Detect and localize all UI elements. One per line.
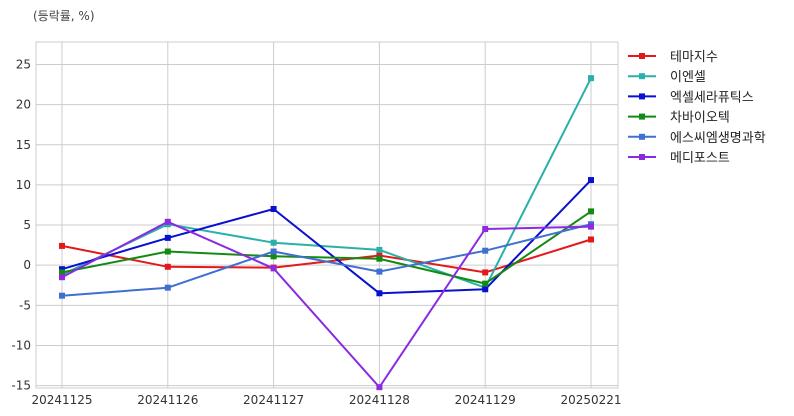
x-tick-label: 20241129 — [455, 393, 516, 407]
x-tick-label: 20250221 — [560, 393, 621, 407]
data-point — [164, 248, 171, 255]
legend-label: 차바이오텍 — [670, 111, 730, 126]
y-tick-label: 0 — [23, 258, 31, 272]
series-4 — [59, 208, 594, 287]
data-point — [59, 274, 65, 281]
x-tick-label: 20241127 — [243, 393, 304, 407]
data-point — [482, 286, 489, 293]
series-line — [61, 210, 592, 285]
data-point — [482, 269, 489, 276]
x-tick-label: 20241125 — [31, 393, 92, 407]
legend-label: 에스씨엠생명과학 — [670, 131, 766, 146]
data-point — [270, 239, 277, 246]
data-point — [164, 263, 171, 270]
y-tick-label: 20 — [16, 98, 31, 112]
legend-item: 엑셀세라퓨틱스 — [628, 90, 754, 105]
data-point — [482, 226, 489, 233]
legend-label: 엑셀세라퓨틱스 — [670, 90, 754, 105]
data-point — [164, 234, 171, 241]
legend-item: 테마지수 — [628, 50, 718, 65]
series-line — [61, 77, 592, 289]
data-point — [376, 384, 383, 391]
data-point — [270, 205, 277, 212]
y-tick-label: -15 — [11, 379, 31, 393]
data-point — [376, 290, 383, 297]
legend-item: 에스씨엠생명과학 — [628, 131, 766, 146]
data-point — [482, 247, 489, 254]
legend-item: 차바이오텍 — [628, 111, 730, 126]
data-point — [376, 246, 383, 253]
data-point — [270, 265, 277, 272]
y-tick-label: -5 — [19, 298, 31, 312]
data-point — [376, 268, 383, 275]
axis-ticks: -15 -10 -5 0 5 10 15 20 25 20241125 20241126 202411… — [11, 57, 621, 407]
data-point — [482, 280, 489, 287]
y-tick-label: 5 — [23, 218, 31, 232]
legend-label: 테마지수 — [670, 50, 718, 65]
legend-label: 메디포스트 — [670, 151, 730, 166]
data-point — [588, 75, 594, 82]
legend-item: 메디포스트 — [628, 151, 730, 166]
grid-lines — [36, 42, 618, 388]
data-point — [588, 208, 594, 215]
data-point — [164, 218, 171, 225]
x-tick-label: 20241126 — [137, 393, 198, 407]
legend-marker-icon — [639, 133, 645, 140]
series-lines — [59, 75, 594, 391]
legend-marker-icon — [639, 53, 645, 59]
series-6 — [59, 218, 594, 391]
data-point — [59, 269, 65, 276]
data-point — [270, 253, 277, 260]
data-point — [588, 236, 594, 243]
series-line — [61, 220, 592, 389]
data-point — [59, 292, 65, 299]
data-point — [59, 242, 65, 249]
plot-area — [35, 41, 619, 389]
y-tick-label: -10 — [11, 338, 31, 352]
unit-label: (등락률, %) — [33, 9, 95, 23]
legend-marker-icon — [639, 93, 645, 100]
y-tick-label: 25 — [16, 57, 31, 71]
legend-marker-icon — [639, 154, 645, 160]
legend-marker-icon — [639, 73, 645, 80]
x-tick-label: 20241128 — [349, 393, 410, 407]
series-line — [61, 223, 592, 297]
legend-item: 이엔셀 — [628, 70, 706, 85]
data-point — [376, 255, 383, 262]
y-tick-label: 15 — [16, 138, 31, 152]
data-point — [270, 248, 277, 255]
legend-label: 이엔셀 — [670, 70, 706, 85]
data-point — [376, 252, 383, 259]
legend-marker-icon — [639, 113, 645, 120]
data-point — [588, 177, 594, 184]
y-tick-label: 10 — [16, 178, 31, 192]
data-point — [164, 284, 171, 291]
data-point — [588, 223, 594, 230]
data-point — [59, 266, 65, 273]
